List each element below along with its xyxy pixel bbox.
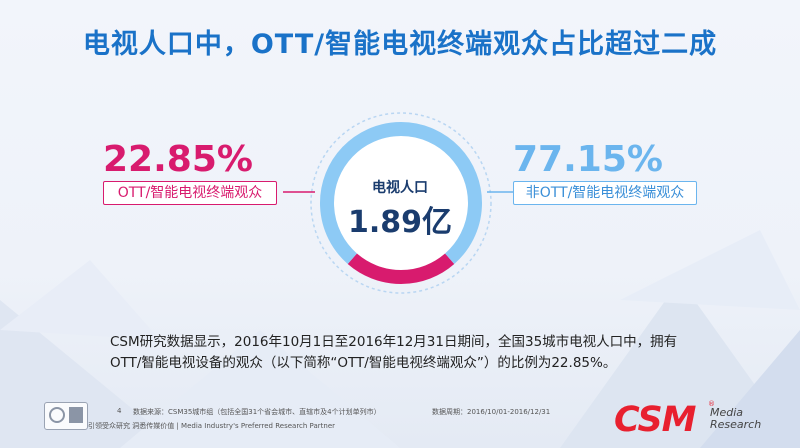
non-ott-category-tag: 非OTT/智能电视终端观众 [513,181,697,205]
center-label: 电视人口 [372,180,428,196]
ott-slice [347,253,455,284]
non-ott-slice [320,122,482,264]
logo-sub-media: Media [710,406,744,419]
logo-registered-mark: ® [708,400,715,408]
certification-badge-icon [44,402,88,430]
data-period: 数据周期：2016/10/01-2016/12/31 [432,408,551,416]
outer-dashed-ring [310,112,492,294]
logo-text: CSM [614,400,696,440]
logo-subtitle: Media Research [710,407,761,431]
page-title: 电视人口中，OTT/智能电视终端观众占比超过二成 [82,29,718,60]
footer: 4 数据来源：CSM35城市组（包括全国31个省会城市、直辖市及4个计划单列市）… [0,398,800,448]
data-source: 数据来源：CSM35城市组（包括全国31个省会城市、直辖市及4个计划单列市） [133,408,381,416]
non-ott-percent-label: 77.15% [513,139,663,180]
csm-logo: CSM ® Media Research [614,400,784,444]
logo-sub-research: Research [710,418,762,431]
center-disc [334,136,468,270]
slogan: 引领受众研究 洞悉传媒价值 | Media Industry's Preferr… [88,422,335,430]
ott-category-tag: OTT/智能电视终端观众 [103,181,277,205]
page-number: 4 [117,407,122,415]
center-value: 1.89亿 [347,205,453,240]
ott-percent-label: 22.85% [103,139,253,180]
description-text: CSM研究数据显示，2016年10月1日至2016年12月31日期间，全国35城… [110,334,678,371]
